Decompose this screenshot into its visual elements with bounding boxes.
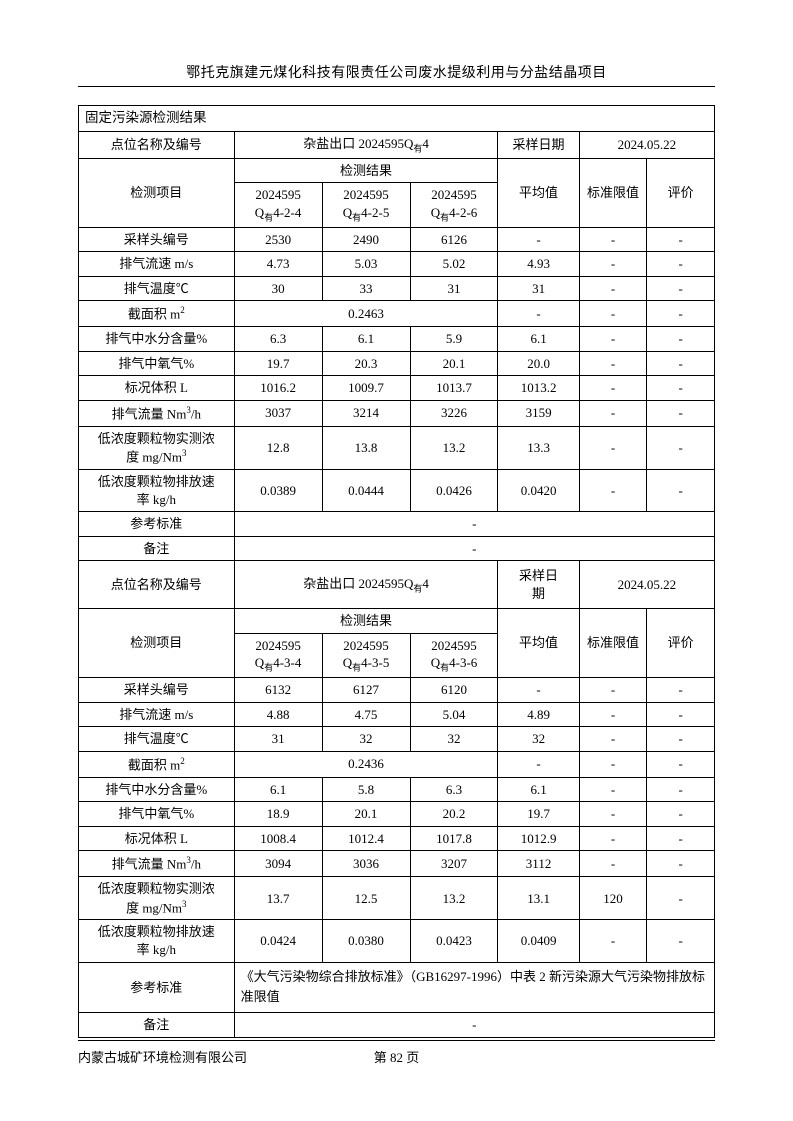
- block2-sample-date: 2024.05.22: [579, 561, 714, 609]
- table-row-remark2: 备注-: [79, 1013, 715, 1038]
- table-row: 排气中水分含量%6.15.86.36.1--: [79, 777, 715, 802]
- results-table: 固定污染源检测结果 点位名称及编号 杂盐出口 2024595Q有4 采样日期 2…: [78, 105, 715, 1038]
- block1-col1-head: 2024595Q有4-2-4: [234, 183, 322, 227]
- label-limit2: 标准限值: [579, 609, 647, 678]
- table-row: 排气温度℃30333131--: [79, 276, 715, 301]
- table-title: 固定污染源检测结果: [79, 106, 715, 132]
- label-test-result2: 检测结果: [234, 609, 498, 634]
- label-test-item2: 检测项目: [79, 609, 235, 678]
- block1-col3-head: 2024595Q有4-2-6: [410, 183, 498, 227]
- table-row: 标况体积 L1008.41012.41017.81012.9--: [79, 826, 715, 851]
- table-title-row: 固定污染源检测结果: [79, 106, 715, 132]
- table-row: 排气流速 m/s4.884.755.044.89--: [79, 702, 715, 727]
- label-test-result: 检测结果: [234, 158, 498, 183]
- table-row-remark: 备注-: [79, 536, 715, 561]
- table-row-conc2: 低浓度颗粒物实测浓度 mg/Nm313.712.513.213.1120-: [79, 877, 715, 920]
- table-row-rate: 低浓度颗粒物排放速率 kg/h0.03890.04440.04260.0420-…: [79, 470, 715, 512]
- footer-separator: [78, 1040, 715, 1041]
- label-test-item: 检测项目: [79, 158, 235, 227]
- block1-header-row: 点位名称及编号 杂盐出口 2024595Q有4 采样日期 2024.05.22: [79, 132, 715, 159]
- table-row: 采样头编号253024906126---: [79, 227, 715, 252]
- table-row-flow2: 排气流量 Nm3/h3094303632073112--: [79, 851, 715, 877]
- block1-sample-date: 2024.05.22: [579, 132, 714, 159]
- table-row: 排气中氧气%19.720.320.120.0--: [79, 351, 715, 376]
- table-row: 标况体积 L1016.21009.71013.71013.2--: [79, 376, 715, 401]
- label-evaluation: 评价: [647, 158, 715, 227]
- block2-col1-head: 2024595Q有4-3-4: [234, 633, 322, 677]
- table-row-rate2: 低浓度颗粒物排放速率 kg/h0.04240.03800.04230.0409-…: [79, 920, 715, 962]
- table-row-cross-section2: 截面积 m20.2436---: [79, 751, 715, 777]
- table-row-reference2: 参考标准《大气污染物综合排放标准》（GB16297-1996）中表 2 新污染源…: [79, 962, 715, 1013]
- table-row: 采样头编号613261276120---: [79, 678, 715, 703]
- block2-col3-head: 2024595Q有4-3-6: [410, 633, 498, 677]
- table-row-conc: 低浓度颗粒物实测浓度 mg/Nm312.813.813.213.3--: [79, 426, 715, 469]
- block1-col2-head: 2024595Q有4-2-5: [322, 183, 410, 227]
- table-row: 排气中水分含量%6.36.15.96.1--: [79, 327, 715, 352]
- table-row-flow: 排气流量 Nm3/h3037321432263159--: [79, 400, 715, 426]
- block2-colhead-row1: 检测项目 检测结果 平均值 标准限值 评价: [79, 609, 715, 634]
- page-footer: 内蒙古城矿环境检测有限公司 第 82 页: [78, 1040, 715, 1066]
- block2-col2-head: 2024595Q有4-3-5: [322, 633, 410, 677]
- label-average2: 平均值: [498, 609, 579, 678]
- label-limit: 标准限值: [579, 158, 647, 227]
- block1-point-name: 杂盐出口 2024595Q有4: [234, 132, 498, 159]
- table-row: 排气中氧气%18.920.120.219.7--: [79, 802, 715, 827]
- label-evaluation2: 评价: [647, 609, 715, 678]
- label-average: 平均值: [498, 158, 579, 227]
- label-sample-date2: 采样日期: [498, 561, 579, 609]
- footer-company: 内蒙古城矿环境检测有限公司: [78, 1047, 290, 1066]
- label-point-name: 点位名称及编号: [79, 132, 235, 159]
- label-sample-date: 采样日期: [498, 132, 579, 159]
- page-header-title: 鄂托克旗建元煤化科技有限责任公司废水提级利用与分盐结晶项目: [78, 62, 715, 82]
- header-separator: [78, 86, 715, 87]
- block2-header-row: 点位名称及编号 杂盐出口 2024595Q有4 采样日期 2024.05.22: [79, 561, 715, 609]
- label-point-name2: 点位名称及编号: [79, 561, 235, 609]
- table-row: 排气温度℃31323232--: [79, 727, 715, 752]
- block2-point-name: 杂盐出口 2024595Q有4: [234, 561, 498, 609]
- footer-page-number: 第 82 页: [290, 1047, 502, 1066]
- table-row-reference: 参考标准-: [79, 512, 715, 537]
- block1-colhead-row1: 检测项目 检测结果 平均值 标准限值 评价: [79, 158, 715, 183]
- table-row-cross-section: 截面积 m20.2463---: [79, 301, 715, 327]
- table-row: 排气流速 m/s4.735.035.024.93--: [79, 252, 715, 277]
